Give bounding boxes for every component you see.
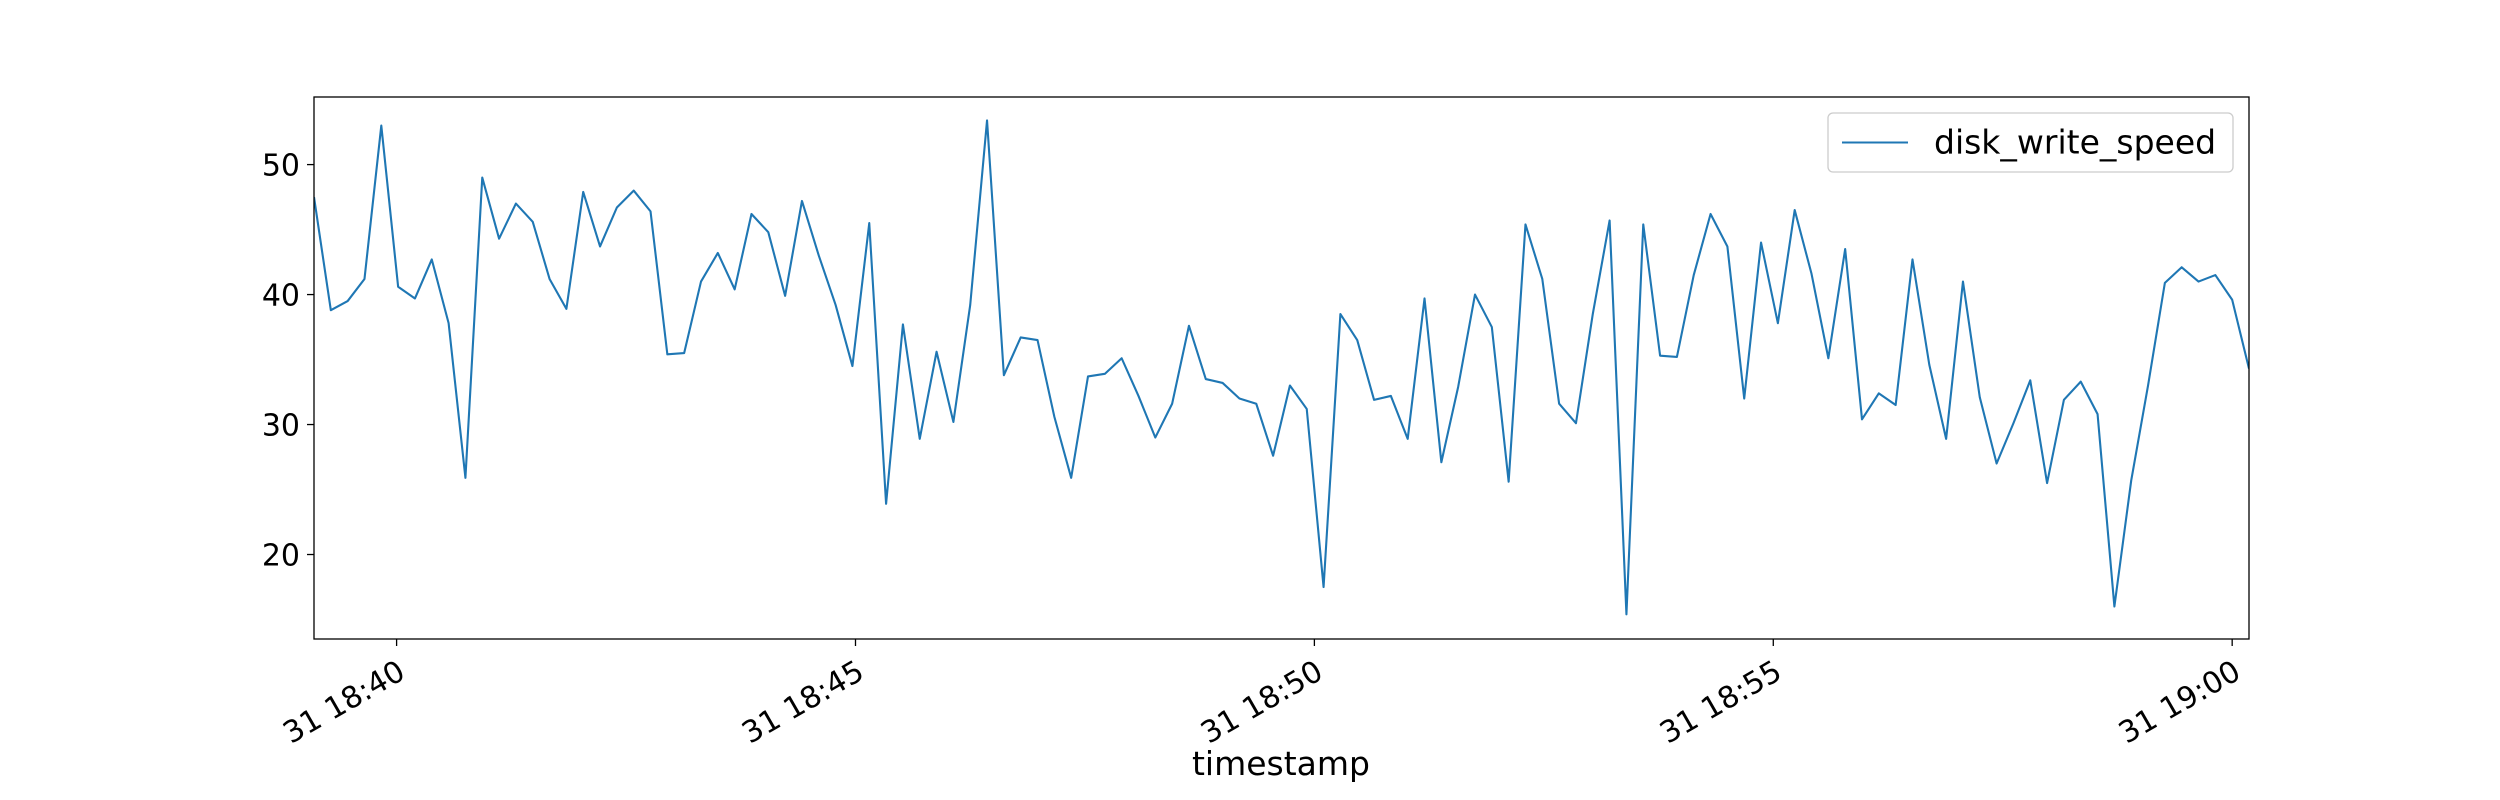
x-tick-label: 31 18:45 — [736, 654, 870, 751]
y-tick-label: 30 — [262, 409, 300, 444]
plot-frame — [313, 96, 2250, 640]
x-tick-label: 31 18:50 — [1195, 654, 1329, 751]
x-tick-label: 31 18:40 — [277, 654, 411, 751]
y-tick-label: 20 — [262, 539, 300, 574]
y-tick-label: 40 — [262, 279, 300, 314]
legend-label: disk_write_speed — [1934, 123, 2216, 162]
legend-box — [1827, 112, 2234, 173]
x-tick-label: 31 19:00 — [2113, 654, 2247, 751]
x-tick-label: 31 18:55 — [1654, 654, 1788, 751]
y-tick-label: 50 — [262, 149, 300, 184]
data-line — [314, 119, 2249, 616]
x-axis-label: timestamp — [1192, 744, 1370, 783]
